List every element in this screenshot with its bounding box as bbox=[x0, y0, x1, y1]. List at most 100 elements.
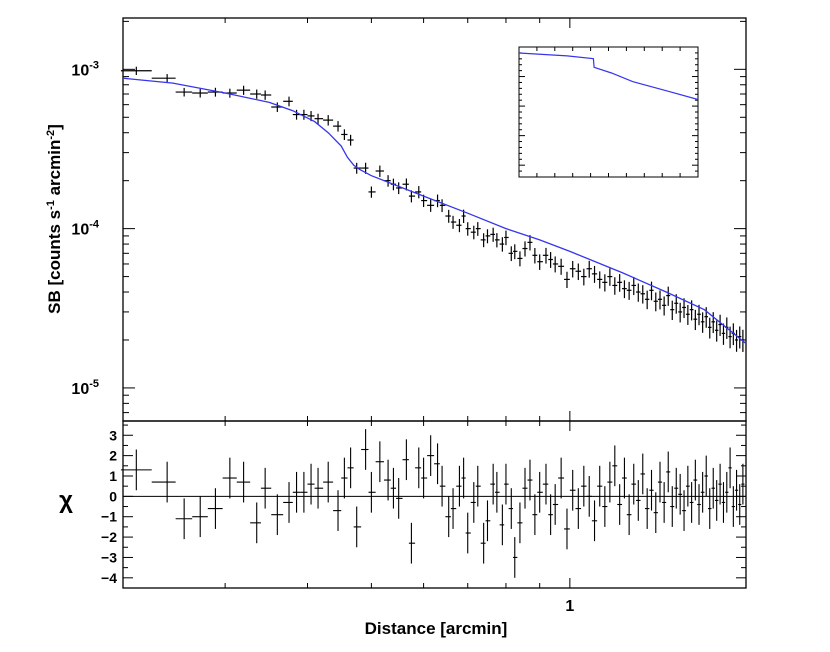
residual-data-point bbox=[415, 447, 422, 489]
sb-data-point bbox=[427, 199, 435, 212]
residual-data-point bbox=[714, 480, 719, 521]
residual-data-point bbox=[175, 498, 193, 540]
residual-data-point bbox=[741, 463, 745, 505]
sb-data-point bbox=[439, 199, 446, 213]
residual-data-point bbox=[552, 484, 559, 525]
sb-data-point bbox=[495, 233, 500, 248]
residual-data-points bbox=[120, 429, 745, 578]
residual-data-point bbox=[439, 465, 446, 507]
residual-data-point bbox=[333, 490, 342, 531]
sb-data-point bbox=[597, 271, 603, 289]
residual-data-point bbox=[721, 482, 726, 523]
residual-data-point bbox=[490, 463, 496, 505]
sb-y-ticks: 10-3 10-4 10-5 bbox=[71, 20, 746, 414]
sb-data-point bbox=[192, 88, 208, 98]
residual-data-point bbox=[120, 449, 152, 491]
residual-data-point bbox=[537, 471, 543, 513]
sb-data-point bbox=[552, 256, 559, 273]
residual-data-point bbox=[347, 447, 354, 489]
residual-panel: 1 3 2 1 0 −1 −2 −3 −4 bbox=[101, 420, 747, 615]
sb-data-point bbox=[504, 230, 509, 246]
sb-data-point bbox=[120, 66, 152, 76]
residual-data-point bbox=[456, 465, 462, 507]
sb-data-point bbox=[682, 298, 686, 319]
sb-data-point bbox=[558, 258, 565, 275]
sb-data-point bbox=[445, 209, 451, 223]
residual-data-point bbox=[517, 502, 523, 544]
residual-y-ticks: 3 2 1 0 −1 −2 −3 −4 bbox=[101, 424, 746, 586]
sb-data-point bbox=[236, 85, 251, 95]
residual-data-point bbox=[396, 478, 403, 519]
residual-data-point bbox=[704, 455, 708, 497]
residual-data-point bbox=[222, 457, 237, 499]
residual-data-point bbox=[383, 459, 391, 501]
sb-data-point bbox=[617, 274, 623, 292]
residual-y-tick-label: −2 bbox=[101, 529, 117, 545]
sb-x-ticks bbox=[224, 18, 571, 421]
inset-panel bbox=[518, 46, 699, 178]
sb-data-point bbox=[485, 229, 491, 244]
residual-data-point bbox=[591, 500, 598, 542]
sb-data-point bbox=[341, 129, 348, 141]
residual-data-point bbox=[657, 461, 663, 503]
residual-data-point bbox=[569, 469, 576, 511]
sb-data-point bbox=[508, 246, 514, 262]
residual-data-point bbox=[207, 488, 223, 529]
sb-data-point bbox=[685, 305, 690, 325]
residual-data-point bbox=[670, 486, 675, 527]
sb-data-point bbox=[718, 314, 722, 336]
residual-data-point bbox=[421, 457, 428, 499]
residual-x-ticks: 1 bbox=[224, 421, 574, 615]
sb-data-point bbox=[612, 277, 618, 295]
sb-data-point bbox=[517, 251, 523, 267]
residual-data-point bbox=[653, 492, 658, 534]
residual-data-point bbox=[693, 459, 698, 501]
residual-data-point bbox=[508, 488, 514, 529]
residual-data-point bbox=[689, 482, 694, 523]
sb-data-point bbox=[607, 268, 613, 286]
residual-data-point bbox=[375, 441, 384, 483]
sb-data-point bbox=[450, 215, 457, 229]
residual-data-point bbox=[636, 480, 641, 521]
sb-data-point bbox=[575, 263, 582, 281]
sb-data-point bbox=[250, 89, 261, 99]
sb-data-point bbox=[631, 276, 637, 296]
residual-plot-frame bbox=[122, 420, 747, 589]
residual-data-point bbox=[427, 435, 435, 476]
sb-y-tick-label: 10-3 bbox=[71, 59, 99, 79]
residual-y-tick-label: 2 bbox=[109, 448, 117, 464]
residual-data-point bbox=[731, 486, 735, 527]
sb-data-point bbox=[408, 190, 416, 203]
sb-data-point bbox=[564, 271, 570, 289]
sb-data-point bbox=[151, 74, 176, 83]
residual-data-point bbox=[548, 494, 553, 536]
residual-data-point bbox=[499, 504, 505, 546]
sb-data-point bbox=[347, 134, 354, 146]
sb-data-point bbox=[591, 265, 598, 283]
residual-data-point bbox=[513, 537, 518, 578]
residual-data-point bbox=[575, 488, 582, 529]
residual-data-point bbox=[728, 447, 732, 489]
residual-data-point bbox=[612, 445, 618, 487]
sb-data-point bbox=[721, 323, 726, 345]
sb-data-point bbox=[465, 222, 471, 236]
sb-y-axis-label: SB [counts s-1 arcmin-2] bbox=[45, 124, 64, 314]
residual-data-point bbox=[314, 467, 324, 509]
residual-y-tick-label: −4 bbox=[101, 570, 117, 586]
sb-data-point bbox=[323, 115, 334, 126]
sb-data-point bbox=[283, 96, 293, 107]
residual-data-point bbox=[607, 461, 613, 503]
residual-data-point bbox=[461, 457, 466, 499]
sb-data-point bbox=[499, 237, 505, 252]
residual-data-point bbox=[622, 457, 627, 499]
residual-data-point bbox=[558, 457, 565, 499]
sb-data-point bbox=[475, 222, 481, 236]
residual-data-point bbox=[602, 486, 608, 527]
sb-data-point bbox=[586, 260, 592, 278]
sb-data-point bbox=[470, 225, 476, 240]
sb-data-point bbox=[714, 320, 719, 342]
residual-data-point bbox=[527, 459, 533, 501]
residual-y-tick-label: 0 bbox=[109, 488, 117, 504]
residual-data-point bbox=[485, 500, 491, 542]
